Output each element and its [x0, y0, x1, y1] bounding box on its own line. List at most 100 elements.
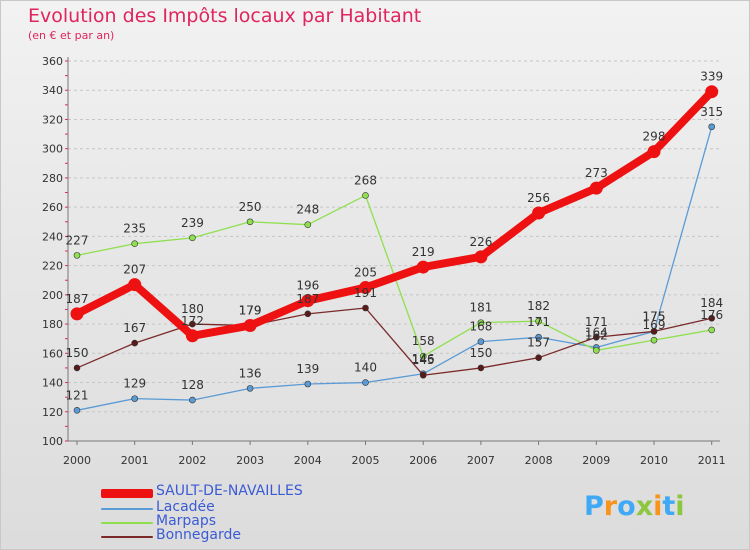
data-point [131, 395, 138, 402]
legend-item-sault-de-navailles[interactable]: SAULT-DE-NAVAILLES [101, 483, 361, 501]
data-point [189, 396, 196, 404]
x-tick-label: 2002 [178, 454, 206, 467]
data-label: 172 [181, 314, 204, 328]
data-point [708, 326, 716, 334]
data-point [131, 240, 138, 247]
data-point [70, 307, 84, 321]
data-label: 168 [469, 320, 492, 334]
data-point [477, 319, 485, 326]
data-point [535, 354, 542, 361]
legend-swatch [101, 508, 153, 510]
data-label: 179 [239, 304, 262, 318]
y-tick-label: 120 [42, 406, 63, 419]
data-point [474, 250, 488, 264]
data-point [589, 181, 603, 195]
legend-item-marpaps[interactable]: Marpaps [101, 513, 361, 531]
data-point [477, 364, 485, 372]
y-tick-label: 220 [42, 260, 63, 273]
data-point [73, 252, 81, 259]
legend-label: SAULT-DE-NAVAILLES [156, 483, 303, 499]
data-label: 157 [527, 336, 550, 350]
y-tick-label: 200 [42, 289, 63, 302]
x-tick-label: 2006 [409, 454, 437, 467]
data-point [592, 347, 600, 354]
logo-letter: x [635, 491, 654, 522]
y-tick-label: 340 [42, 84, 63, 97]
data-point [647, 145, 661, 159]
data-label: 128 [181, 378, 204, 392]
y-tick-label: 100 [42, 435, 63, 448]
y-tick-label: 300 [42, 143, 63, 156]
data-label: 250 [239, 200, 262, 214]
data-label: 169 [643, 318, 666, 332]
series-line-lacad-e [76, 126, 713, 411]
data-label: 140 [354, 361, 377, 375]
y-tick-label: 240 [42, 230, 63, 243]
data-label: 184 [700, 296, 723, 310]
data-label: 182 [527, 299, 550, 313]
data-label: 171 [585, 315, 608, 329]
legend-item-lacadee[interactable]: Lacadée [101, 499, 361, 517]
legend-label: Marpaps [156, 513, 217, 529]
x-tick-label: 2008 [525, 454, 553, 467]
data-label: 181 [469, 301, 492, 315]
y-tick-label: 320 [42, 113, 63, 126]
data-label: 139 [296, 362, 319, 376]
data-label: 180 [181, 302, 204, 316]
data-label: 226 [469, 235, 492, 249]
y-tick-label: 180 [42, 318, 63, 331]
data-point [362, 304, 369, 312]
x-tick-label: 2000 [63, 454, 91, 467]
data-point [535, 317, 542, 325]
logo-letter: r [603, 491, 618, 522]
legend-label: Lacadée [156, 499, 215, 515]
legend-swatch [101, 536, 153, 538]
data-point [189, 234, 196, 242]
data-point [73, 407, 81, 414]
data-point [650, 336, 658, 344]
data-label: 121 [66, 388, 89, 402]
logo-letter: o [617, 491, 636, 522]
data-point [708, 123, 716, 131]
data-label: 171 [527, 315, 550, 329]
data-point [246, 385, 254, 392]
data-point [128, 278, 142, 292]
data-label: 164 [585, 325, 608, 339]
data-label: 227 [66, 233, 89, 247]
y-tick-label: 360 [42, 55, 63, 68]
data-point [708, 314, 716, 322]
data-point [73, 364, 81, 372]
data-label: 239 [181, 216, 204, 230]
legend-item-bonnegarde[interactable]: Bonnegarde [101, 527, 361, 545]
data-point [592, 333, 600, 341]
data-point [359, 281, 372, 295]
x-tick-label: 2011 [698, 454, 726, 467]
legend-swatch [101, 522, 153, 524]
data-label: 179 [239, 304, 262, 318]
data-label: 150 [66, 346, 89, 360]
data-point [185, 329, 199, 343]
data-label: 298 [643, 130, 666, 144]
proxiti-logo: Proxiti [584, 491, 685, 522]
data-label: 256 [527, 191, 550, 205]
data-label: 268 [354, 173, 377, 187]
data-label: 315 [700, 105, 723, 119]
y-tick-label: 160 [42, 347, 63, 360]
data-label: 129 [123, 377, 146, 391]
data-point [304, 221, 312, 228]
x-tick-label: 2001 [121, 454, 149, 467]
data-label: 191 [354, 286, 377, 300]
y-tick-label: 260 [42, 201, 63, 214]
data-label: 175 [643, 309, 666, 323]
logo-letter: i [675, 491, 685, 522]
data-label: 196 [296, 279, 319, 293]
data-label: 150 [469, 346, 492, 360]
x-tick-label: 2007 [467, 454, 495, 467]
x-tick-label: 2004 [294, 454, 322, 467]
logo-letter: t [662, 491, 676, 522]
data-label: 235 [123, 222, 146, 236]
legend-swatch [101, 489, 153, 498]
legend-label: Bonnegarde [156, 527, 242, 543]
data-label: 219 [412, 245, 435, 259]
